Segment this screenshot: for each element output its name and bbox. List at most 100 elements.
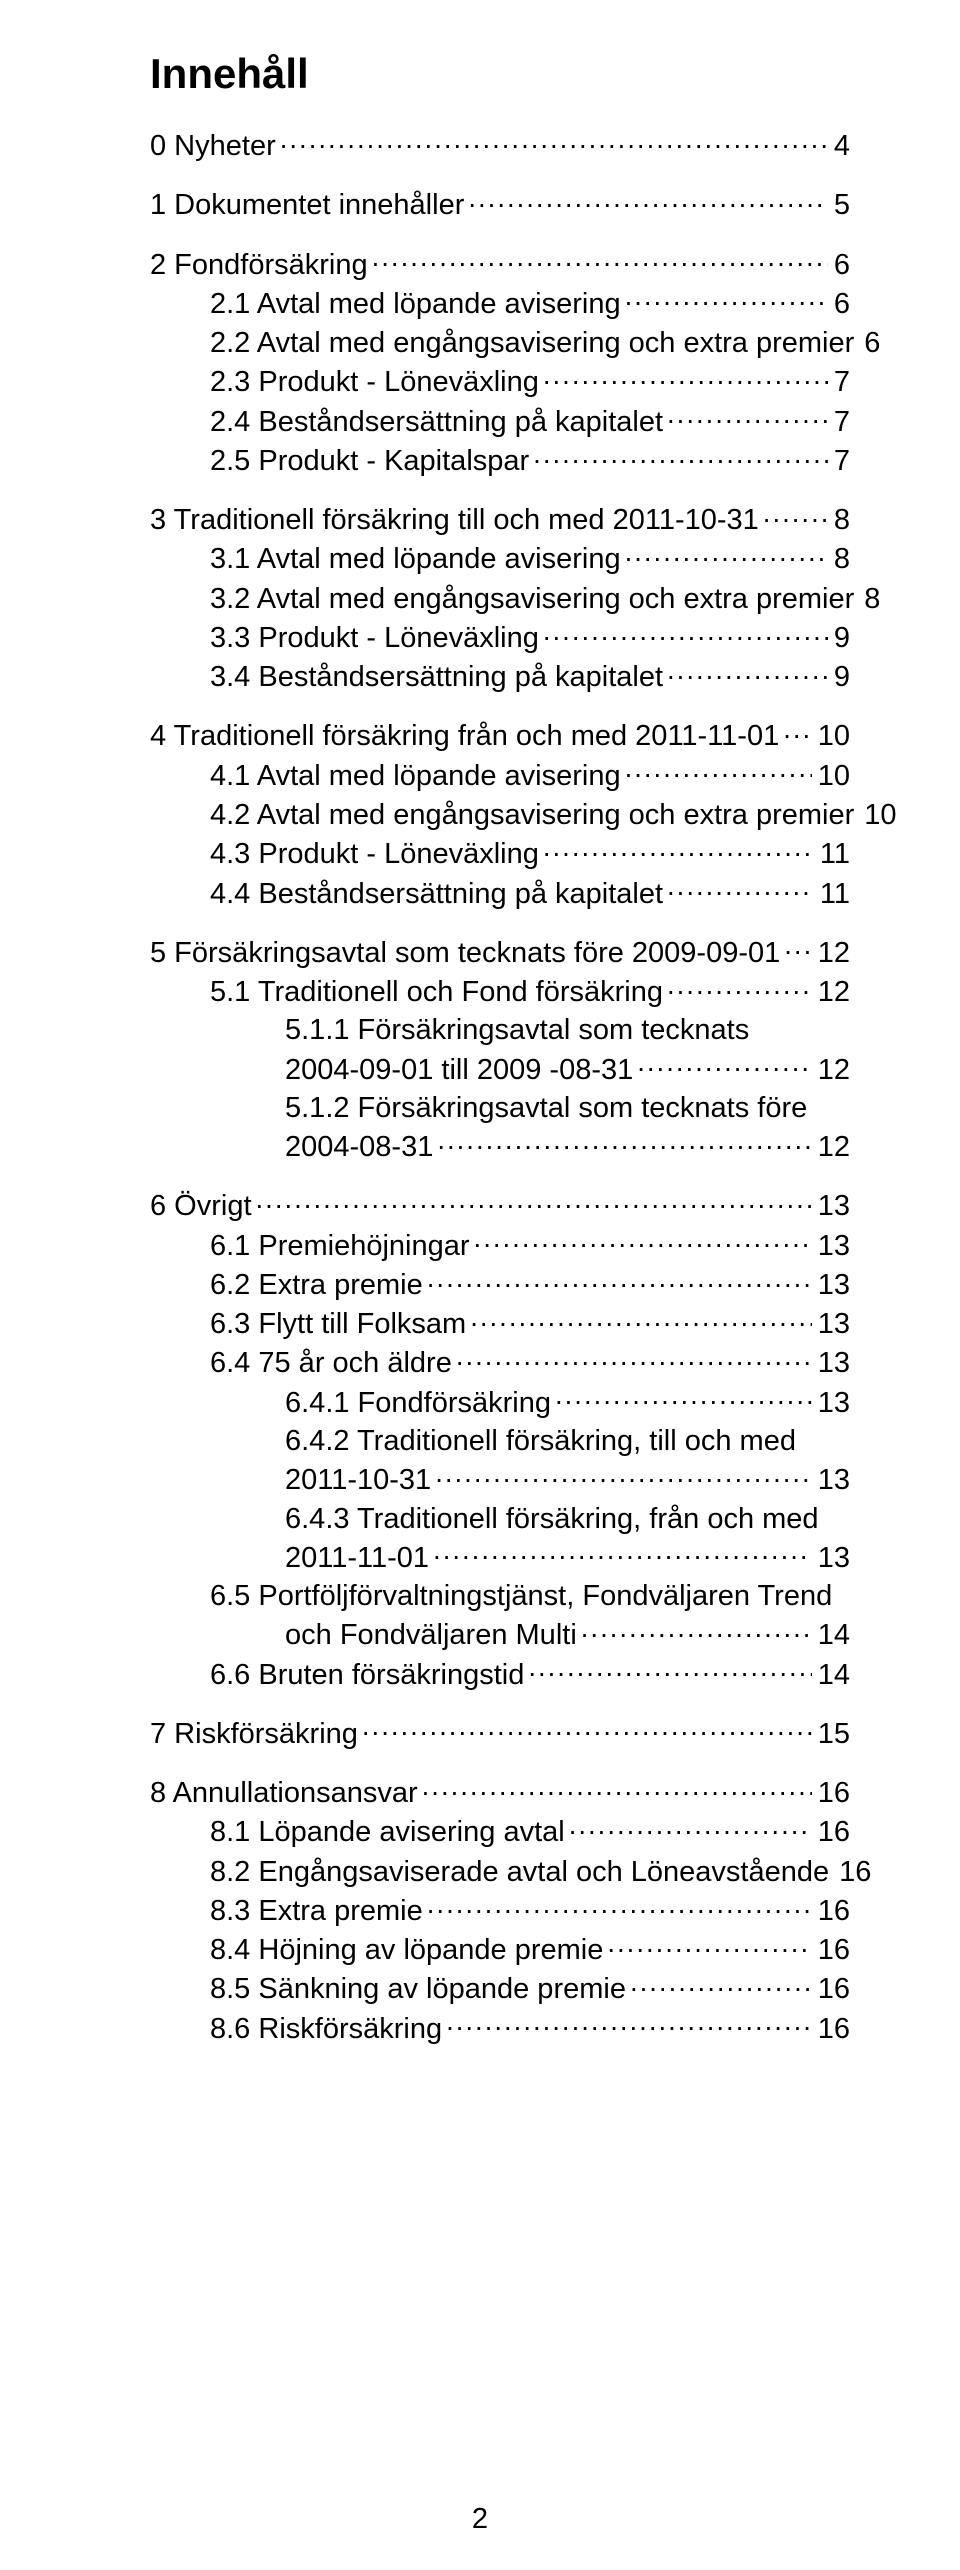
- toc-label: 8.1 Löpande avisering avtal: [210, 1813, 565, 1851]
- toc-page-number: 10: [816, 757, 850, 795]
- table-of-contents: 0 Nyheter 4 1 Dokumentet innehåller5 2 Fond…: [150, 126, 850, 2048]
- toc-label: 2004-09-01 till 2009 -08-31: [285, 1051, 633, 1089]
- page-title: Innehåll: [150, 50, 850, 98]
- toc-entry: 8.2 Engångsaviserade avtal och Löneavstå…: [150, 1852, 850, 1891]
- toc-label: 2011-10-31: [285, 1461, 431, 1499]
- toc-leader-dots: [667, 657, 828, 686]
- toc-page-number: 13: [816, 1187, 850, 1225]
- toc-entry: 6.2 Extra premie 13: [150, 1265, 850, 1304]
- toc-label: 6.5 Portföljförvaltningstjänst, Fondvälj…: [210, 1577, 832, 1615]
- toc-page-number: 8: [862, 580, 880, 618]
- toc-label: 6.6 Bruten försäkringstid: [210, 1656, 524, 1694]
- toc-entry: 3.1 Avtal med löpande avisering8: [150, 539, 850, 578]
- toc-spacer: [150, 1166, 850, 1186]
- toc-label: 8.6 Riskförsäkring: [210, 2010, 442, 2048]
- toc-entry: 6.4 75 år och äldre13: [150, 1343, 850, 1382]
- toc-page-number: 13: [816, 1344, 850, 1382]
- toc-leader-dots: [533, 441, 828, 470]
- toc-label: 4.3 Produkt - Löneväxling: [210, 835, 539, 873]
- toc-spacer: [150, 913, 850, 933]
- toc-entry: 4.2 Avtal med engångsavisering och extra…: [150, 795, 850, 834]
- toc-entry-continuation: 2011-11-0113: [150, 1538, 850, 1577]
- toc-page-number: 16: [816, 1813, 850, 1851]
- toc-entry: 2.2 Avtal med engångsavisering och extra…: [150, 323, 850, 362]
- toc-label: 5.1 Traditionell och Fond försäkring: [210, 973, 663, 1011]
- toc-entry: 6.5 Portföljförvaltningstjänst, Fondvälj…: [150, 1577, 850, 1615]
- toc-label: 8 Annullationsansvar: [150, 1774, 418, 1812]
- toc-entry: 8.4 Höjning av löpande premie16: [150, 1930, 850, 1969]
- toc-leader-dots: [362, 1714, 812, 1743]
- toc-entry: 5.1.2 Försäkringsavtal som tecknats före: [150, 1089, 850, 1127]
- toc-entry: 4.3 Produkt - Löneväxling 11: [150, 834, 850, 873]
- toc-leader-dots: [256, 1186, 812, 1215]
- toc-leader-dots: [555, 1383, 812, 1412]
- toc-page-number: 16: [816, 2010, 850, 2048]
- toc-page-number: 11: [818, 835, 850, 873]
- toc-leader-dots: [433, 1538, 812, 1567]
- toc-label: 0 Nyheter: [150, 127, 276, 165]
- toc-leader-dots: [667, 874, 814, 903]
- toc-leader-dots: [543, 618, 828, 647]
- toc-leader-dots: [435, 1460, 812, 1489]
- toc-entry: 4.1 Avtal med löpande avisering 10: [150, 756, 850, 795]
- toc-label: 5.1.2 Försäkringsavtal som tecknats före: [285, 1089, 807, 1127]
- toc-label: 2004-08-31: [285, 1128, 433, 1166]
- toc-label: 6.2 Extra premie: [210, 1266, 423, 1304]
- toc-page-number: 9: [832, 619, 850, 657]
- toc-leader-dots: [446, 2009, 812, 2038]
- toc-entry: 8.5 Sänkning av löpande premie16: [150, 1969, 850, 2008]
- toc-entry: 7 Riskförsäkring15: [150, 1714, 850, 1753]
- toc-entry-continuation: och Fondväljaren Multi 14: [150, 1615, 850, 1654]
- toc-label: 5 Försäkringsavtal som tecknats före 200…: [150, 934, 780, 972]
- toc-page-number: 7: [832, 403, 850, 441]
- toc-label: 8.2 Engångsaviserade avtal och Löneavstå…: [210, 1853, 829, 1891]
- toc-entry: 3.3 Produkt - Löneväxling 9: [150, 618, 850, 657]
- toc-page-number: 6: [862, 324, 880, 362]
- toc-leader-dots: [625, 756, 812, 785]
- toc-page-number: 14: [816, 1616, 850, 1654]
- toc-label: 4.2 Avtal med engångsavisering och extra…: [210, 796, 854, 834]
- toc-page-number: 4: [832, 127, 850, 165]
- toc-page-number: 12: [816, 1051, 850, 1089]
- toc-page-number: 10: [862, 796, 896, 834]
- toc-label: 2.4 Beståndsersättning på kapitalet: [210, 403, 663, 441]
- toc-label: 8.3 Extra premie: [210, 1892, 423, 1930]
- page-number: 2: [0, 2503, 960, 2536]
- toc-page-number: 13: [816, 1266, 850, 1304]
- toc-leader-dots: [581, 1615, 812, 1644]
- toc-spacer: [150, 696, 850, 716]
- toc-page-number: 15: [816, 1715, 850, 1753]
- toc-spacer: [150, 1694, 850, 1714]
- toc-label: 3.1 Avtal med löpande avisering: [210, 540, 621, 578]
- toc-label: 6.3 Flytt till Folksam: [210, 1305, 466, 1343]
- toc-leader-dots: [630, 1969, 812, 1998]
- toc-entry: 3.2 Avtal med engångsavisering och extra…: [150, 579, 850, 618]
- toc-leader-dots: [474, 1226, 812, 1255]
- toc-entry: 6.4.3 Traditionell försäkring, från och …: [150, 1500, 850, 1538]
- toc-entry: 8.1 Löpande avisering avtal 16: [150, 1812, 850, 1851]
- toc-label: 6.1 Premiehöjningar: [210, 1227, 470, 1265]
- toc-leader-dots: [607, 1930, 811, 1959]
- toc-entry: 6.4.1 Fondförsäkring13: [150, 1383, 850, 1422]
- toc-label: 8.5 Sänkning av löpande premie: [210, 1970, 626, 2008]
- toc-label: 2.2 Avtal med engångsavisering och extra…: [210, 324, 854, 362]
- toc-entry: 1 Dokumentet innehåller5: [150, 185, 850, 224]
- toc-page-number: 12: [816, 1128, 850, 1166]
- toc-leader-dots: [422, 1773, 812, 1802]
- toc-page-number: 8: [832, 501, 850, 539]
- toc-leader-dots: [543, 834, 814, 863]
- toc-spacer: [150, 480, 850, 500]
- toc-label: 2.5 Produkt - Kapitalspar: [210, 442, 529, 480]
- toc-leader-dots: [637, 1050, 811, 1079]
- toc-label: och Fondväljaren Multi: [285, 1616, 577, 1654]
- toc-entry: 5.1.1 Försäkringsavtal som tecknats: [150, 1011, 850, 1049]
- toc-leader-dots: [468, 185, 828, 214]
- toc-page-number: 13: [816, 1227, 850, 1265]
- toc-label: 3.3 Produkt - Löneväxling: [210, 619, 539, 657]
- toc-entry: 6.4.2 Traditionell försäkring, till och …: [150, 1422, 850, 1460]
- toc-leader-dots: [280, 126, 828, 155]
- toc-label: 2.1 Avtal med löpande avisering: [210, 285, 621, 323]
- toc-label: 4.1 Avtal med löpande avisering: [210, 757, 621, 795]
- toc-label: 5.1.1 Försäkringsavtal som tecknats: [285, 1011, 749, 1049]
- toc-entry: 2 Fondförsäkring6: [150, 245, 850, 284]
